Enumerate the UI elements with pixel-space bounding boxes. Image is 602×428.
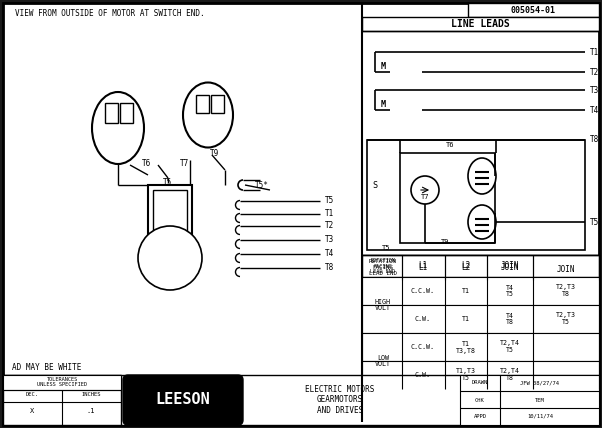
Text: T2,T4
T5: T2,T4 T5 (500, 341, 520, 354)
Text: .1: .1 (87, 408, 95, 414)
Bar (362, 305, 599, 333)
Bar (148, 185, 192, 273)
Text: 10/11/74: 10/11/74 (527, 413, 553, 419)
Text: TEM: TEM (535, 398, 545, 402)
Text: T2,T3
T5: T2,T3 T5 (556, 312, 576, 326)
Bar (3, 375, 121, 425)
Text: T4: T4 (325, 249, 334, 258)
Text: T6: T6 (143, 158, 152, 167)
Text: T2,T4
T8: T2,T4 T8 (500, 369, 520, 381)
Bar (362, 361, 599, 389)
Bar (362, 255, 599, 277)
Text: T8: T8 (325, 263, 334, 272)
Text: T2: T2 (590, 68, 599, 77)
Text: VIEW FROM OUTSIDE OF MOTOR AT SWITCH END.: VIEW FROM OUTSIDE OF MOTOR AT SWITCH END… (15, 9, 205, 18)
Circle shape (27, 67, 323, 363)
Bar (105, 103, 118, 123)
Text: T5: T5 (163, 178, 173, 187)
Text: T3: T3 (325, 235, 334, 244)
Text: T1,T3
T5: T1,T3 T5 (456, 369, 476, 381)
Text: TOLERANCES
UNLESS SPECIFIED: TOLERANCES UNLESS SPECIFIED (37, 377, 87, 387)
Text: ROTATION
FACING
LEAD END: ROTATION FACING LEAD END (370, 258, 396, 274)
Text: LINE LEADS: LINE LEADS (451, 19, 509, 29)
Text: INCHES: INCHES (81, 392, 101, 398)
Bar (3, 375, 121, 390)
Text: AD MAY BE WHITE: AD MAY BE WHITE (12, 363, 81, 372)
Text: T5*: T5* (255, 181, 269, 190)
Text: C.C.W.: C.C.W. (411, 344, 435, 350)
Ellipse shape (183, 83, 233, 148)
Text: JFW 08/27/74: JFW 08/27/74 (521, 380, 559, 386)
Text: T1
T3,T8: T1 T3,T8 (456, 341, 476, 354)
Text: 005054-01: 005054-01 (510, 6, 556, 15)
Text: T4
T5: T4 T5 (506, 285, 514, 297)
Text: T4: T4 (590, 105, 599, 115)
Ellipse shape (92, 92, 144, 164)
Ellipse shape (468, 158, 496, 194)
Bar (400, 153, 495, 243)
Text: T1: T1 (462, 288, 470, 294)
Text: DRAWN: DRAWN (472, 380, 488, 386)
Text: LOW
VOLT: LOW VOLT (375, 354, 391, 368)
Text: DEC.: DEC. (25, 392, 39, 398)
Text: T4
T8: T4 T8 (506, 312, 514, 326)
Text: CHK: CHK (475, 398, 485, 402)
Text: L1: L1 (418, 263, 427, 272)
Text: C.C.W.: C.C.W. (411, 288, 435, 294)
Text: T9: T9 (210, 149, 220, 158)
Text: S: S (373, 181, 377, 190)
Text: M: M (381, 99, 386, 109)
Bar (362, 255, 599, 280)
Text: APPD: APPD (474, 413, 486, 419)
Text: T5: T5 (382, 245, 390, 251)
Text: T3: T3 (590, 86, 599, 95)
Text: T2,T3
T8: T2,T3 T8 (556, 285, 576, 297)
Bar (362, 277, 599, 305)
Bar (3, 375, 599, 425)
Text: C.W.: C.W. (415, 316, 431, 322)
Circle shape (138, 226, 202, 290)
Text: T1: T1 (462, 316, 470, 322)
Bar (468, 3, 599, 17)
Bar (120, 103, 133, 123)
FancyBboxPatch shape (123, 375, 243, 425)
Text: T2: T2 (325, 221, 334, 230)
Text: M: M (381, 62, 386, 71)
Ellipse shape (468, 205, 496, 239)
Bar (362, 333, 599, 361)
Text: L1: L1 (418, 262, 427, 270)
Text: T7: T7 (421, 194, 429, 200)
Text: T6: T6 (445, 142, 455, 148)
Text: T1: T1 (325, 209, 334, 218)
Bar (196, 95, 209, 113)
Text: HIGH
VOLT: HIGH VOLT (375, 298, 391, 312)
Text: JOIN: JOIN (501, 263, 520, 272)
Text: T5: T5 (590, 217, 599, 226)
Text: LEESON: LEESON (156, 392, 210, 407)
Text: T1: T1 (590, 48, 599, 56)
Text: ROTATION
FACING
LEAD END: ROTATION FACING LEAD END (369, 259, 397, 276)
Bar (211, 95, 224, 113)
Text: T5: T5 (325, 196, 334, 205)
Bar (460, 375, 599, 425)
Bar (362, 17, 599, 31)
Text: X: X (30, 408, 34, 414)
Text: T7: T7 (181, 158, 190, 167)
Text: L2: L2 (461, 263, 471, 272)
Bar (153, 190, 187, 268)
Circle shape (411, 176, 439, 204)
Text: JOIN: JOIN (501, 262, 520, 270)
Text: ELECTRIC MOTORS
GEARMOTORS
AND DRIVES: ELECTRIC MOTORS GEARMOTORS AND DRIVES (305, 385, 374, 415)
Text: L2: L2 (461, 262, 471, 270)
Text: JOIN: JOIN (557, 265, 576, 274)
Text: C.W.: C.W. (415, 372, 431, 378)
Text: T9: T9 (441, 239, 449, 245)
Text: T8: T8 (590, 136, 599, 145)
Bar (367, 140, 585, 250)
